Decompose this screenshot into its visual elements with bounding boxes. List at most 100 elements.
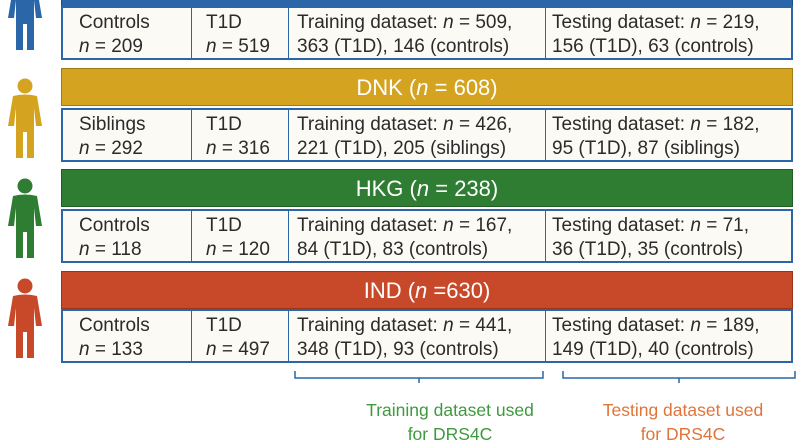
training-caption: Training dataset used for DRS4C (325, 398, 575, 446)
testing-total: Testing dataset: n = 189, (552, 314, 785, 338)
control-label: Controls (79, 215, 150, 236)
cohort-banner: IND (n =630) (61, 271, 793, 309)
testing-caption-line2: for DRS4C (640, 424, 726, 444)
testing-total-value: = 189, (700, 315, 760, 336)
control-count: n = 209 (79, 35, 185, 59)
n-symbol: n (79, 239, 90, 260)
n-symbol: n (443, 315, 454, 336)
t1d-cell: T1D n = 497 (192, 311, 289, 361)
testing-total: Testing dataset: n = 182, (552, 113, 785, 137)
training-breakdown: 363 (T1D), 146 (controls) (297, 36, 510, 57)
cohort-total: = 238) (429, 176, 499, 201)
training-breakdown: 348 (T1D), 93 (controls) (297, 339, 499, 360)
training-total: Training dataset: n = 509, (297, 11, 539, 35)
t1d-count-value: = 519 (216, 36, 270, 57)
n-symbol: n (79, 339, 90, 360)
control-count-value: = 292 (89, 138, 143, 159)
n-symbol: n (690, 12, 701, 33)
n-symbol: n (79, 36, 90, 57)
cohort-name: DNK ( (356, 75, 417, 100)
training-total: Training dataset: n = 441, (297, 314, 539, 338)
control-count: n = 292 (79, 137, 185, 161)
cohort-name: IND ( (363, 278, 416, 303)
training-caption-line2: for DRS4C (407, 424, 493, 444)
training-label: Training dataset: (297, 114, 444, 135)
cohort-row: Controls n = 118 T1D n = 120 Training da… (61, 209, 793, 263)
t1d-label: T1D (206, 315, 242, 336)
n-symbol: n (415, 278, 428, 303)
training-total: Training dataset: n = 426, (297, 113, 539, 137)
cohort-row: Siblings n = 292 T1D n = 316 Training da… (61, 108, 793, 162)
n-symbol: n (690, 315, 701, 336)
n-symbol: n (206, 339, 217, 360)
control-label: Controls (79, 315, 150, 336)
testing-total-value: = 219, (700, 12, 760, 33)
n-symbol: n (443, 114, 454, 135)
training-total-value: = 167, (453, 215, 513, 236)
training-breakdown: 221 (T1D), 205 (siblings) (297, 138, 507, 159)
training-cell: Training dataset: n = 426, 221 (T1D), 20… (289, 110, 546, 160)
cohort-row: Controls n = 209 T1D n = 519 Training da… (61, 6, 793, 60)
t1d-label: T1D (206, 114, 242, 135)
t1d-label: T1D (206, 12, 242, 33)
cohort-row: Controls n = 133 T1D n = 497 Training da… (61, 309, 793, 363)
cohort-total: = 608) (428, 75, 498, 100)
testing-cell: Testing dataset: n = 71, 36 (T1D), 35 (c… (546, 211, 791, 261)
control-label: Controls (79, 12, 150, 33)
testing-label: Testing dataset: (552, 315, 691, 336)
testing-breakdown: 149 (T1D), 40 (controls) (552, 339, 754, 360)
training-cell: Training dataset: n = 509, 363 (T1D), 14… (289, 8, 546, 58)
testing-total-value: = 71, (700, 215, 750, 236)
control-cell: Controls n = 118 (63, 211, 192, 261)
n-symbol: n (443, 215, 454, 236)
testing-label: Testing dataset: (552, 12, 691, 33)
training-label: Training dataset: (297, 315, 444, 336)
n-symbol: n (443, 12, 454, 33)
t1d-cell: T1D n = 519 (192, 8, 289, 58)
t1d-label: T1D (206, 215, 242, 236)
cohort-name: HKG ( (355, 176, 417, 201)
testing-breakdown: 156 (T1D), 63 (controls) (552, 36, 754, 57)
person-icon (0, 178, 50, 265)
testing-cell: Testing dataset: n = 189, 149 (T1D), 40 … (546, 311, 791, 361)
training-cell: Training dataset: n = 441, 348 (T1D), 93… (289, 311, 546, 361)
person-icon (0, 0, 50, 57)
testing-cell: Testing dataset: n = 219, 156 (T1D), 63 … (546, 8, 791, 58)
training-total-value: = 441, (453, 315, 513, 336)
t1d-count: n = 497 (206, 338, 282, 362)
testing-total: Testing dataset: n = 219, (552, 11, 785, 35)
t1d-cell: T1D n = 120 (192, 211, 289, 261)
control-cell: Controls n = 133 (63, 311, 192, 361)
testing-cell: Testing dataset: n = 182, 95 (T1D), 87 (… (546, 110, 791, 160)
training-cell: Training dataset: n = 167, 84 (T1D), 83 … (289, 211, 546, 261)
n-symbol: n (690, 114, 701, 135)
n-symbol: n (690, 215, 701, 236)
cohort-total: =630) (427, 278, 491, 303)
n-symbol: n (79, 138, 90, 159)
testing-caption-line1: Testing dataset used (602, 400, 764, 420)
person-icon (0, 278, 50, 365)
t1d-count-value: = 497 (216, 339, 270, 360)
training-total-value: = 509, (453, 12, 513, 33)
t1d-count-value: = 120 (216, 239, 270, 260)
testing-total: Testing dataset: n = 71, (552, 214, 785, 238)
testing-brace (562, 371, 796, 383)
n-symbol: n (206, 138, 217, 159)
t1d-cell: T1D n = 316 (192, 110, 289, 160)
training-brace (294, 371, 544, 383)
control-count-value: = 209 (89, 36, 143, 57)
control-count: n = 118 (79, 238, 185, 262)
n-symbol: n (416, 176, 430, 201)
n-symbol: n (206, 36, 217, 57)
n-symbol: n (206, 239, 217, 260)
training-label: Training dataset: (297, 12, 444, 33)
control-count-value: = 133 (89, 339, 143, 360)
training-total-value: = 426, (453, 114, 513, 135)
t1d-count: n = 120 (206, 238, 282, 262)
cohort-banner: DNK (n = 608) (61, 68, 793, 106)
testing-breakdown: 95 (T1D), 87 (siblings) (552, 138, 740, 159)
cohort-banner: HKG (n = 238) (61, 169, 793, 207)
training-label: Training dataset: (297, 215, 444, 236)
n-symbol: n (416, 75, 429, 100)
person-icon (0, 78, 50, 165)
